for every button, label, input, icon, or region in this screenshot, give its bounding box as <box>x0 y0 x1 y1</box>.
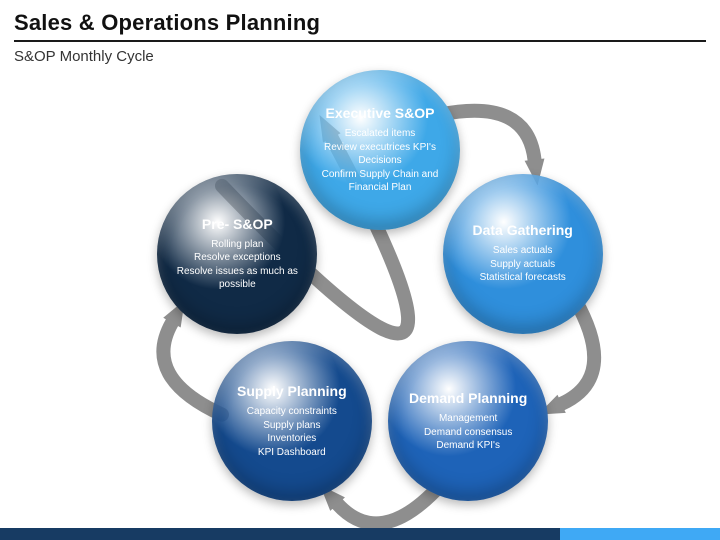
slide-subtitle: S&OP Monthly Cycle <box>14 48 706 65</box>
cycle-node-item: Review executrices KPI's <box>312 141 448 155</box>
cycle-node-item: Demand consensus <box>424 426 512 440</box>
cycle-node-title: Supply Planning <box>237 383 347 399</box>
cycle-diagram: Executive S&OP Escalated itemsReview exec… <box>0 68 720 528</box>
cycle-node-items: Sales actualsSupply actualsStatistical f… <box>480 244 566 285</box>
cycle-node-title: Pre- S&OP <box>202 216 273 232</box>
cycle-node-item: KPI Dashboard <box>247 446 337 460</box>
cycle-node-items: Escalated itemsReview executrices KPI'sD… <box>312 127 448 195</box>
slide: { "title": "Sales & Operations Planning"… <box>0 0 720 540</box>
slide-title: Sales & Operations Planning <box>14 10 706 36</box>
cycle-node-item: Management <box>424 412 512 426</box>
cycle-node-item: Confirm Supply Chain and Financial Plan <box>312 168 448 195</box>
cycle-node-title: Demand Planning <box>409 390 527 406</box>
cycle-node-item: Resolve exceptions <box>169 251 305 265</box>
footer-sky <box>560 528 720 540</box>
footer-bar <box>0 528 720 540</box>
cycle-node-pre-sop: Pre- S&OP Rolling planResolve exceptionsR… <box>157 174 317 334</box>
title-underline <box>14 40 706 42</box>
cycle-node-item: Rolling plan <box>169 238 305 252</box>
cycle-node-demand: Demand Planning ManagementDemand consensu… <box>388 341 548 501</box>
cycle-node-item: Capacity constraints <box>247 405 337 419</box>
cycle-node-data-gathering: Data Gathering Sales actualsSupply actual… <box>443 174 603 334</box>
cycle-node-item: Sales actuals <box>480 244 566 258</box>
cycle-node-items: Capacity constraintsSupply plansInventor… <box>247 405 337 459</box>
cycle-node-title: Executive S&OP <box>326 105 435 121</box>
cycle-node-item: Supply actuals <box>480 258 566 272</box>
cycle-node-item: Inventories <box>247 432 337 446</box>
cycle-node-item: Demand KPI's <box>424 439 512 453</box>
cycle-node-item: Supply plans <box>247 419 337 433</box>
cycle-node-title: Data Gathering <box>472 222 572 238</box>
cycle-node-items: Rolling planResolve exceptionsResolve is… <box>169 238 305 292</box>
cycle-node-item: Statistical forecasts <box>480 271 566 285</box>
cycle-node-item: Escalated items <box>312 127 448 141</box>
cycle-node-supply: Supply Planning Capacity constraintsSuppl… <box>212 341 372 501</box>
cycle-node-items: ManagementDemand consensusDemand KPI's <box>424 412 512 453</box>
cycle-node-item: Decisions <box>312 154 448 168</box>
cycle-node-item: Resolve issues as much as possible <box>169 265 305 292</box>
title-block: Sales & Operations Planning S&OP Monthly… <box>14 10 706 65</box>
cycle-node-executive: Executive S&OP Escalated itemsReview exec… <box>300 70 460 230</box>
